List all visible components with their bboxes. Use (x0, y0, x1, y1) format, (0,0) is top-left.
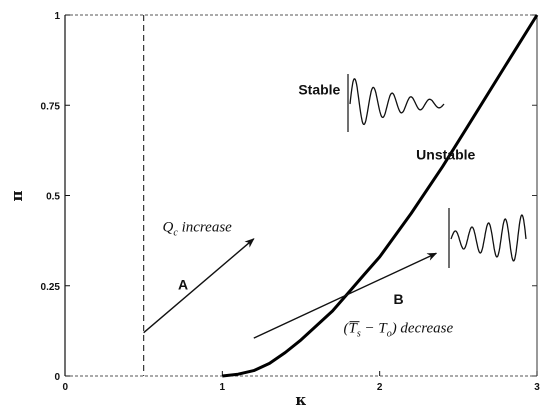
x-tick-label: 2 (377, 382, 383, 393)
x-tick-label: 3 (534, 382, 540, 393)
stable-decaying-wave-icon (349, 78, 445, 126)
qc-sub: c (173, 228, 178, 239)
ts-open: ( (343, 321, 349, 337)
plot-layer: 0 1 2 3 0 0.25 0.5 0.75 1 A B Stable Unstable (41, 11, 540, 393)
qc-increase-annotation: Qc increase (163, 220, 233, 239)
y-tick-label: 1 (54, 11, 60, 22)
ts-t2: T (378, 321, 388, 337)
qc-base: Q (163, 220, 174, 236)
region-label-unstable: Unstable (416, 146, 475, 162)
y-tick-label: 0.5 (46, 192, 60, 203)
unstable-growing-wave-icon (450, 214, 527, 262)
y-tick-label: 0.75 (41, 101, 61, 112)
ts-t-bar: T (348, 321, 358, 337)
path-label-a: A (178, 276, 188, 292)
region-label-stable: Stable (298, 81, 340, 97)
path-label-b: B (393, 291, 403, 307)
path-arrow-b (253, 252, 438, 339)
x-tick-label: 0 (62, 382, 68, 393)
y-tick-label: 0 (54, 372, 60, 383)
ts-to-decrease-annotation: (Ts − To) decrease (343, 321, 453, 340)
ts-sub-o: o (387, 329, 392, 340)
ts-mid: − (361, 321, 379, 337)
qc-rest: increase (178, 220, 232, 236)
x-axis-label: κ (295, 391, 306, 409)
x-tick-label: 1 (220, 382, 226, 393)
y-tick-label: 0.25 (41, 282, 61, 293)
y-axis-label: π (8, 190, 26, 201)
stability-boundary-line (222, 14, 539, 378)
ts-close: ) decrease (391, 321, 454, 337)
ts-sub-s: s (357, 329, 361, 340)
path-arrow-a (143, 238, 255, 334)
